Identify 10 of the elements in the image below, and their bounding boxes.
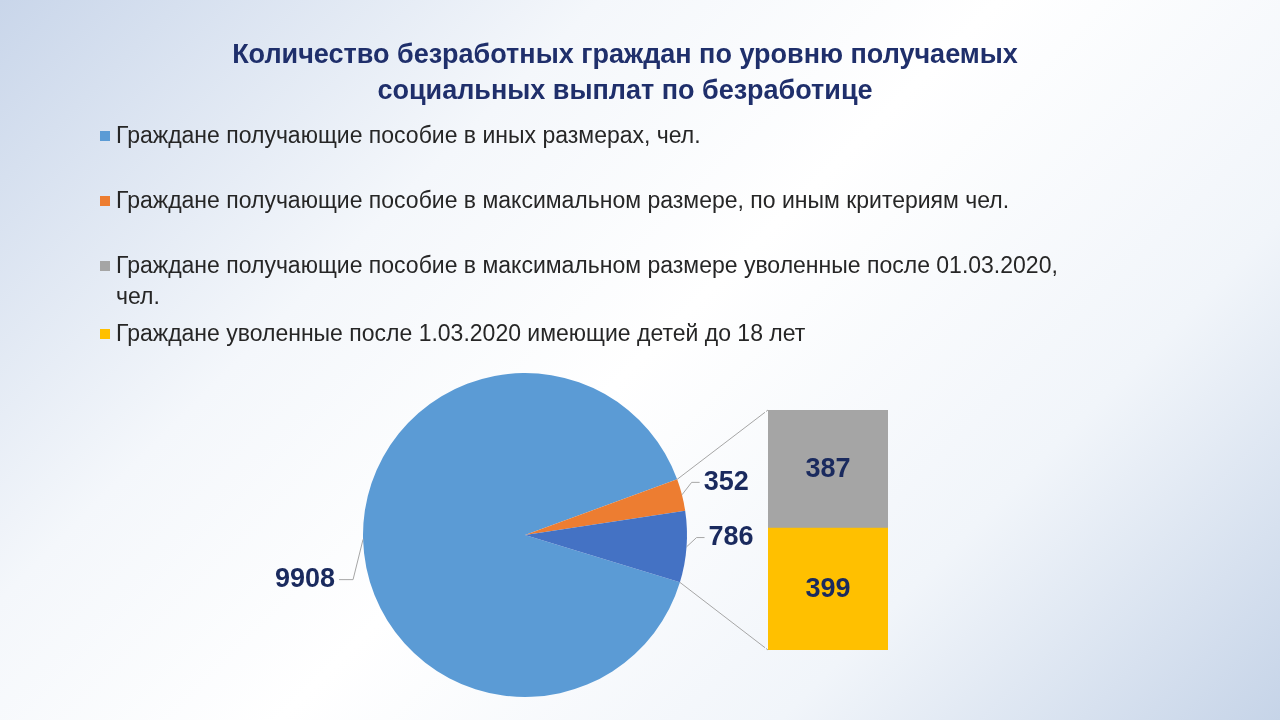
legend-label: Граждане получающие пособие в иных размерах, чел.: [116, 121, 701, 150]
legend-label: Граждане получающие пособие в максимальном размере, по иным критериям чел.: [116, 186, 1010, 215]
data-label: 399: [805, 572, 851, 603]
data-label: 352: [703, 465, 749, 496]
chart-title: Количество безработных граждан по уровню получаемых социальных выплат по безработице: [231, 38, 1019, 107]
legend-label: Граждане уволенные после 1.03.2020 имеющие детей до 18 лет: [116, 319, 806, 348]
legend-label: Граждане получающие пособие в максимальном размере уволенные после 01.03.2020, чел.: [116, 251, 1059, 311]
data-label: 9908: [274, 563, 336, 594]
data-label: 786: [708, 521, 754, 552]
data-label: 387: [805, 452, 851, 483]
